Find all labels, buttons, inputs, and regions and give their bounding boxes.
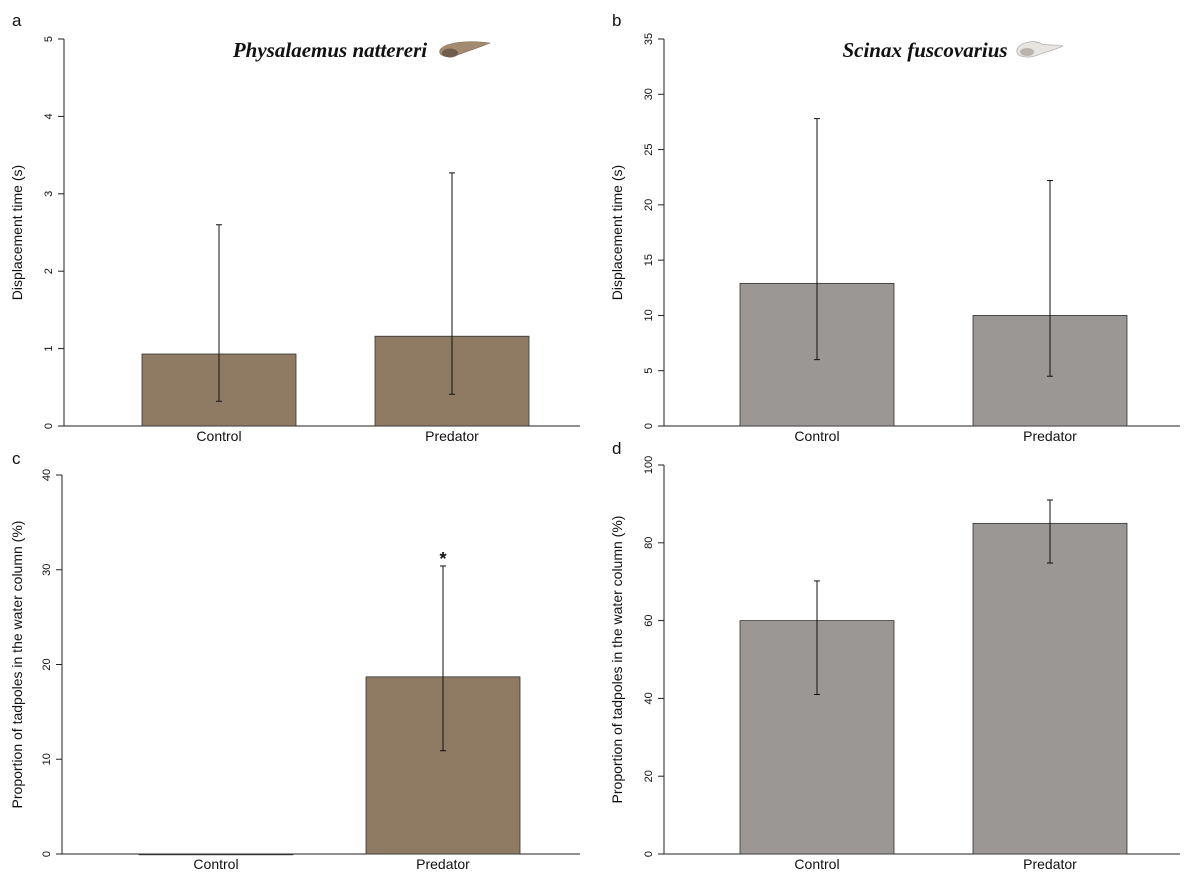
bar bbox=[139, 854, 293, 855]
x-tick-label: Control bbox=[794, 428, 839, 444]
figure: Physalaemus nattereri Scinax fuscovarius… bbox=[0, 0, 1196, 872]
y-tick-label: 25 bbox=[643, 143, 655, 155]
y-tick-label: 40 bbox=[643, 692, 655, 704]
y-tick-label: 60 bbox=[643, 614, 655, 626]
panel-label: d bbox=[612, 439, 621, 458]
y-tick-label: 20 bbox=[643, 770, 655, 782]
x-tick-label: Control bbox=[794, 856, 839, 872]
y-tick-label: 2 bbox=[43, 268, 55, 274]
y-tick-label: 3 bbox=[43, 191, 55, 197]
y-tick-label: 30 bbox=[41, 564, 53, 576]
y-tick-label: 0 bbox=[643, 423, 655, 429]
x-tick-label: Predator bbox=[1023, 428, 1077, 444]
y-tick-label: 10 bbox=[41, 753, 53, 765]
y-tick-label: 15 bbox=[643, 254, 655, 266]
x-tick-label: Predator bbox=[425, 428, 479, 444]
y-axis-label: Proportion of tadpoles in the water colu… bbox=[9, 521, 25, 809]
y-tick-label: 0 bbox=[643, 851, 655, 857]
bar bbox=[973, 523, 1127, 854]
panel-title: Physalaemus nattereri bbox=[232, 38, 427, 62]
y-tick-label: 5 bbox=[43, 36, 55, 42]
x-tick-label: Predator bbox=[1023, 856, 1077, 872]
x-tick-label: Control bbox=[193, 856, 238, 872]
y-axis-label: Displacement time (s) bbox=[9, 165, 25, 300]
y-tick-label: 5 bbox=[643, 368, 655, 374]
panel-title: Scinax fuscovarius bbox=[842, 38, 1007, 62]
x-tick-label: Control bbox=[196, 428, 241, 444]
tadpole-icon bbox=[1017, 42, 1063, 57]
y-axis-label: Proportion of tadpoles in the water colu… bbox=[609, 516, 625, 804]
y-axis-label: Displacement time (s) bbox=[609, 165, 625, 300]
y-tick-label: 1 bbox=[43, 346, 55, 352]
y-tick-label: 4 bbox=[43, 113, 55, 119]
y-tick-label: 35 bbox=[643, 33, 655, 45]
y-tick-label: 20 bbox=[41, 658, 53, 670]
y-tick-label: 40 bbox=[41, 469, 53, 481]
tadpole-icon bbox=[440, 42, 490, 58]
y-tick-label: 0 bbox=[43, 423, 55, 429]
y-tick-label: 20 bbox=[643, 199, 655, 211]
panel-label: a bbox=[12, 11, 22, 30]
y-tick-label: 100 bbox=[643, 456, 655, 474]
y-tick-label: 10 bbox=[643, 309, 655, 321]
x-tick-label: Predator bbox=[416, 856, 470, 872]
y-tick-label: 0 bbox=[41, 851, 53, 857]
y-tick-label: 80 bbox=[643, 537, 655, 549]
panel-label: c bbox=[12, 449, 21, 468]
y-tick-label: 30 bbox=[643, 88, 655, 100]
panel-label: b bbox=[612, 11, 621, 30]
annotation: * bbox=[439, 549, 446, 569]
